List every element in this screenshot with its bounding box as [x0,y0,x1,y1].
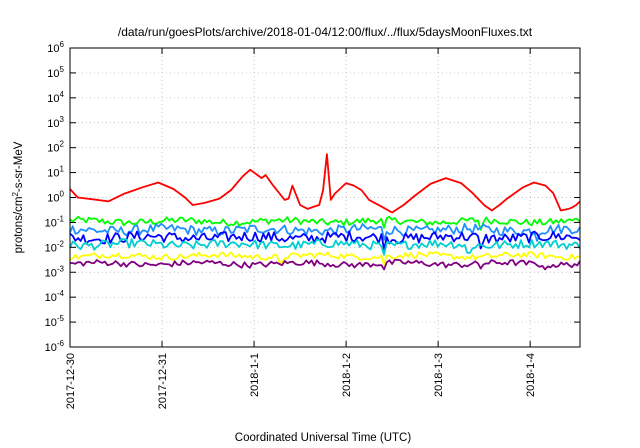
y-tick-label-exp: 6 [60,40,65,49]
y-tick-label-base: 10 [47,68,59,80]
x-tick-label: 2017-12-31 [157,353,169,409]
y-tick-label-exp: 1 [60,165,65,174]
x-tick-label: 2017-12-30 [65,353,77,409]
x-tick-label: 2018-1-3 [433,353,445,397]
y-tick-label-base: 10 [45,267,57,279]
y-tick-label-exp: -4 [57,289,65,298]
y-tick-label-base: 10 [45,317,57,329]
y-tick-label-exp: 0 [60,190,65,199]
y-tick-label: 106 [47,40,64,55]
y-tick-label-base: 10 [45,217,57,229]
y-tick-label: 10-4 [45,289,65,304]
series-line [69,258,581,271]
grid-lines [70,48,580,347]
y-tick-label-exp: 3 [60,115,65,124]
y-tick-label-exp: 5 [60,65,65,74]
y-tick-label-base: 10 [47,193,59,205]
y-tick-label-exp: 2 [60,140,65,149]
y-tick-label-exp: 4 [60,90,65,99]
y-axis-ticks: 10-610-510-410-310-210-11001011021031041… [45,40,580,354]
x-tick-label: 2018-1-2 [341,353,353,397]
y-axis-label: protons/cm2-s-sr-MeV [11,141,25,253]
y-tick-label-base: 10 [45,242,57,254]
series-line [69,215,581,231]
y-tick-label: 105 [47,65,64,80]
chart-title: /data/run/goesPlots/archive/2018-01-04/1… [118,25,533,39]
x-axis-ticks: 2017-12-30 2017-12-31 2018-1-1 2018-1-2 2018… [65,48,537,409]
chart-title-text: /data/run/goesPlots/archive/2018-01-04/1… [118,25,533,39]
y-tick-label-exp: -2 [57,239,65,248]
series-lines [69,153,581,271]
series-line [69,153,581,214]
y-tick-label: 103 [47,115,64,130]
x-tick-label: 2018-1-1 [249,353,261,397]
y-tick-label: 10-2 [45,239,65,254]
y-axis-label-prefix: protons/cm [13,197,25,254]
y-tick-label-base: 10 [47,43,59,55]
y-tick-label-base: 10 [47,168,59,180]
y-tick-label-exp: -3 [57,264,65,273]
x-tick-label: 2018-1-4 [525,353,537,397]
series-line [69,251,581,266]
y-tick-label-exp: -5 [57,314,65,323]
x-axis-label: Coordinated Universal Time (UTC) [235,432,412,444]
y-tick-label: 100 [47,190,64,205]
y-tick-label: 10-5 [45,314,65,329]
y-tick-label-base: 10 [47,143,59,155]
series-line [69,238,581,256]
series-line [69,230,581,251]
series-line [69,222,581,242]
y-tick-label: 10-1 [45,214,65,229]
y-tick-label: 104 [47,90,64,105]
y-tick-label-base: 10 [45,292,57,304]
y-tick-label: 101 [47,165,64,180]
y-tick-label: 10-3 [45,264,65,279]
y-tick-label-base: 10 [45,342,57,354]
y-axis-label-sup: 2 [11,192,20,197]
y-tick-label-base: 10 [47,93,59,105]
y-axis-label-suffix: -s-sr-MeV [13,141,25,192]
y-tick-label-base: 10 [47,118,59,130]
y-tick-label: 10-6 [45,339,65,354]
y-tick-label-exp: -6 [57,339,65,348]
y-tick-label: 102 [47,140,64,155]
y-tick-label-exp: -1 [57,214,65,223]
